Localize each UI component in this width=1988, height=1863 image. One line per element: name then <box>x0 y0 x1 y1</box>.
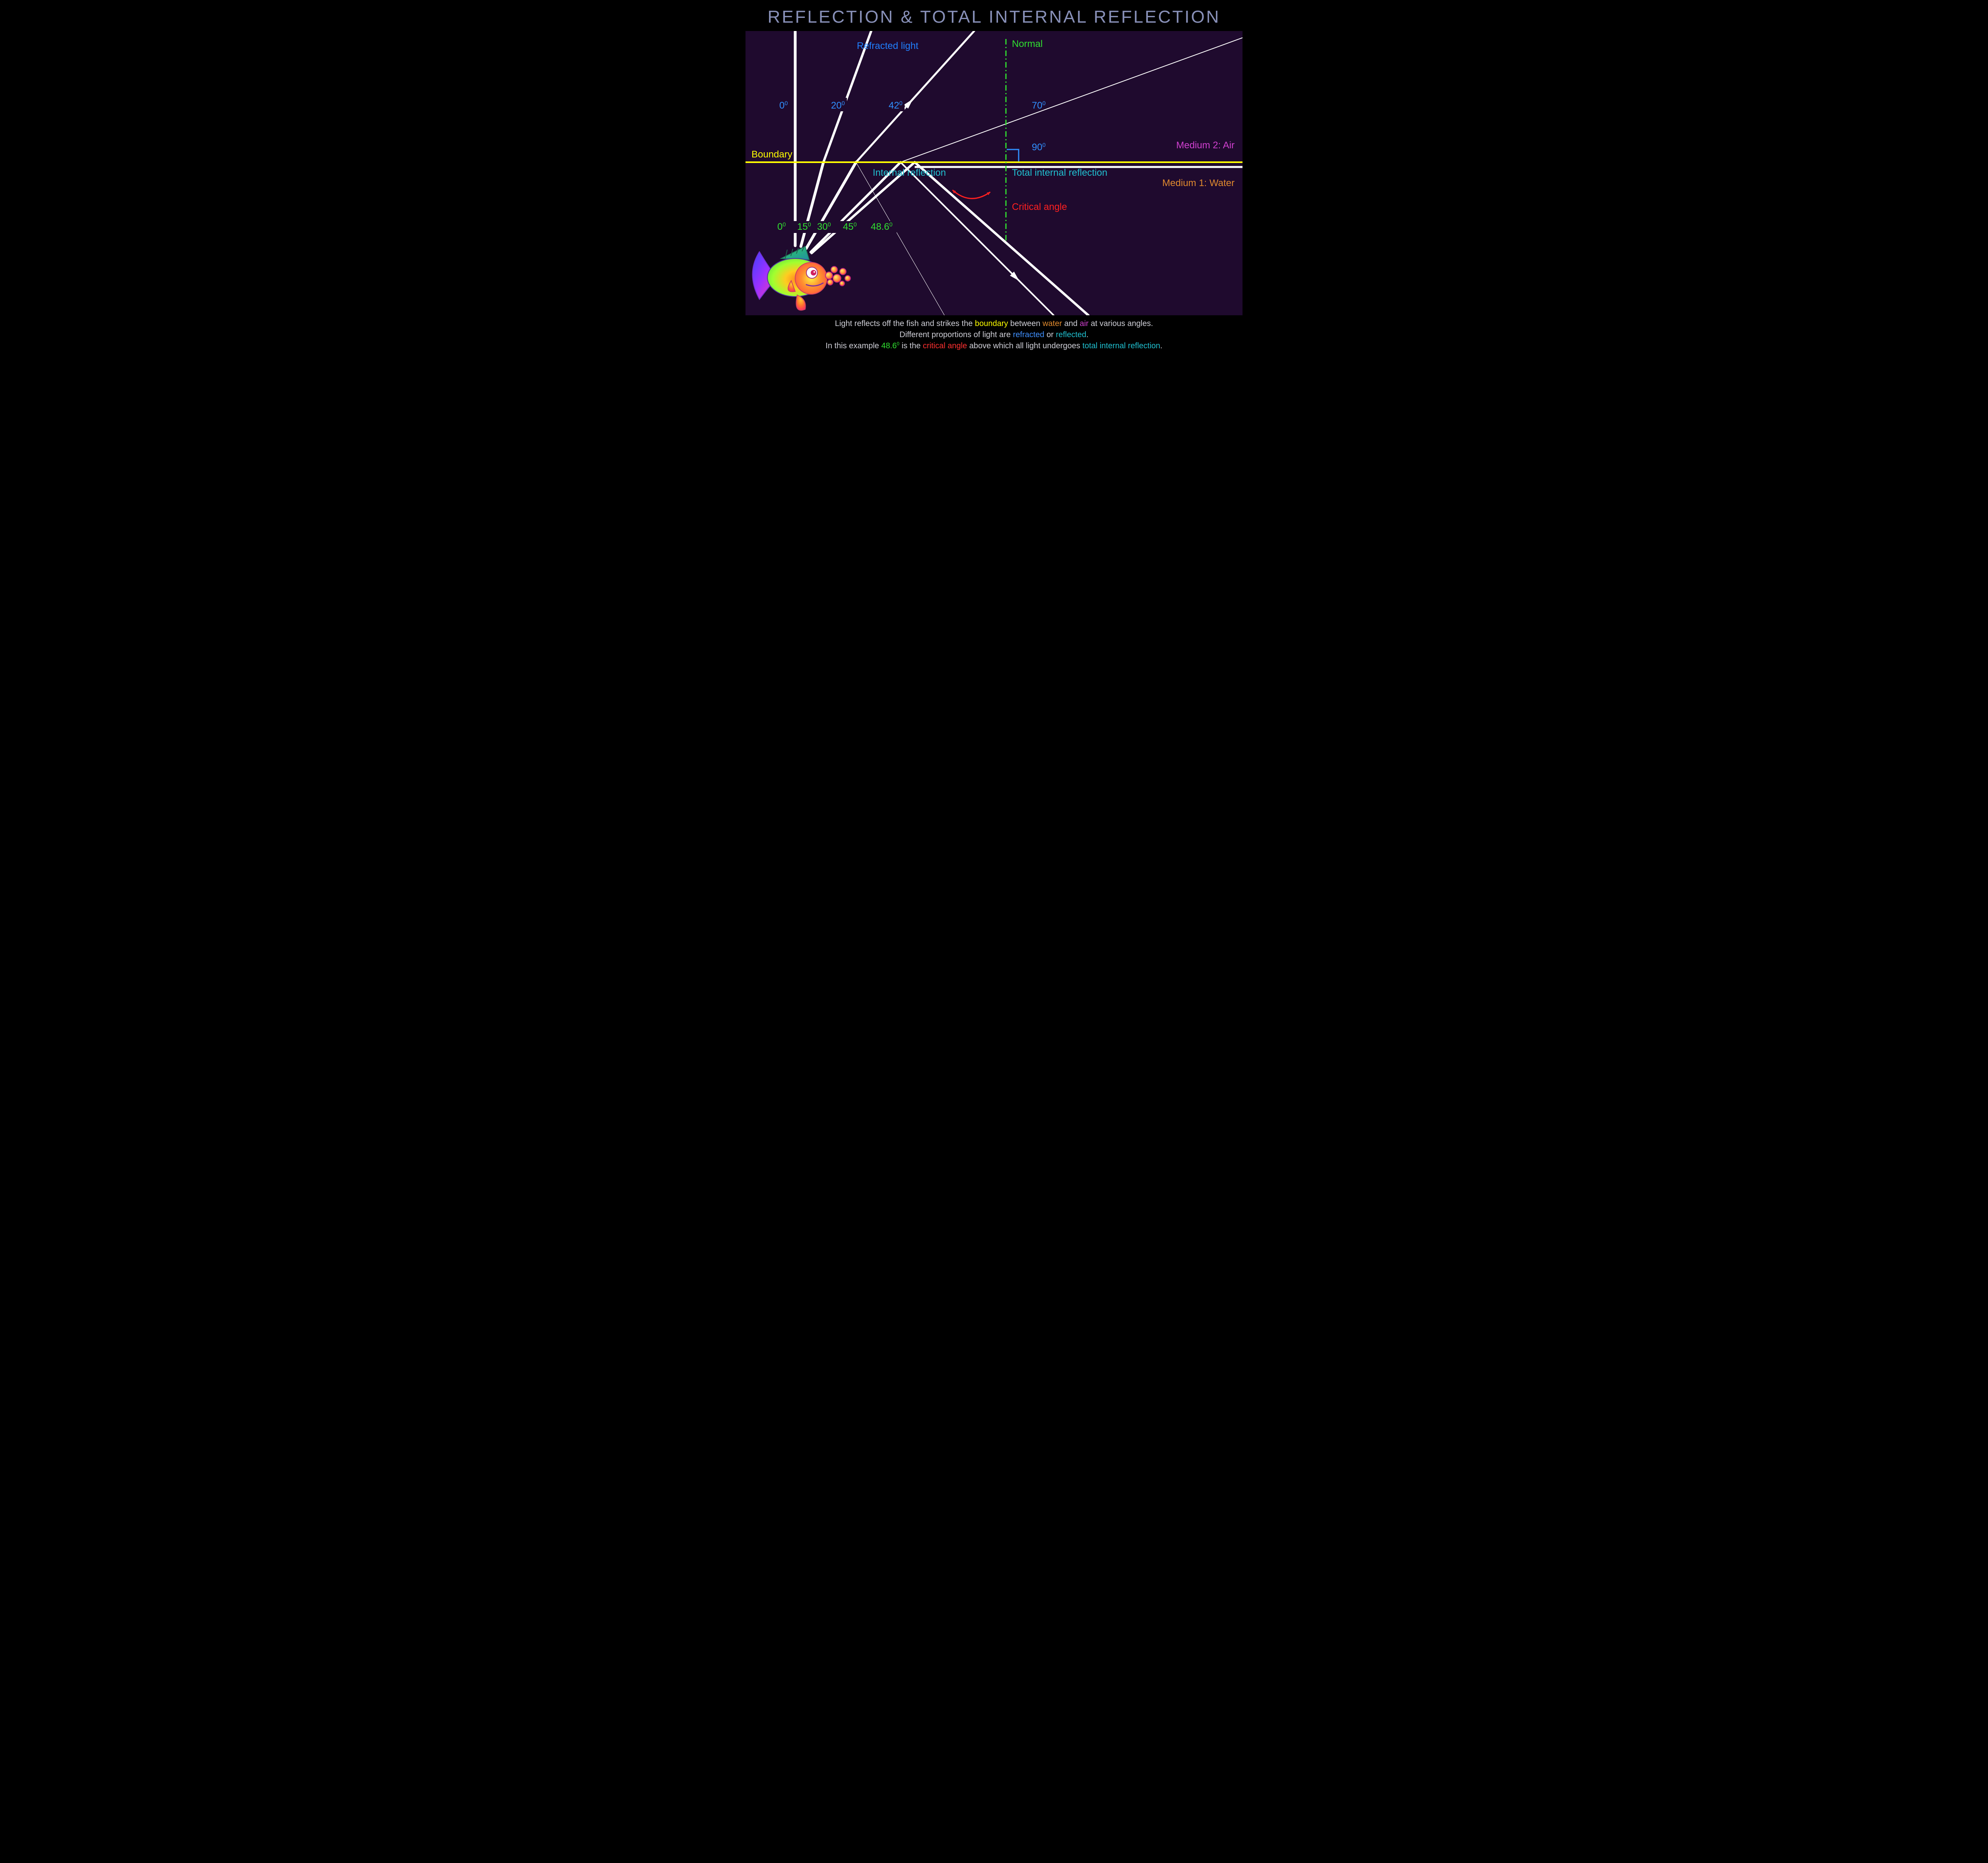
svg-text:Internal reflection: Internal reflection <box>873 167 946 178</box>
svg-text:Boundary: Boundary <box>751 149 792 160</box>
svg-text:Normal: Normal <box>1012 39 1043 49</box>
svg-text:Medium 1: Water: Medium 1: Water <box>1162 178 1235 188</box>
svg-text:48.60: 48.60 <box>871 221 893 232</box>
page-container: REFLECTION & TOTAL INTERNAL REFLECTION <box>722 0 1266 364</box>
page-title: REFLECTION & TOTAL INTERNAL REFLECTION <box>722 7 1266 27</box>
diagram-svg: Boundary Normal Refracted light Internal re… <box>746 31 1242 315</box>
svg-text:700: 700 <box>1032 100 1046 111</box>
svg-text:Critical angle: Critical angle <box>1012 202 1067 212</box>
caption-line-2: Different proportions of light are refra… <box>722 329 1266 340</box>
svg-text:Total internal reflection: Total internal reflection <box>1012 167 1107 178</box>
caption-block: Light reflects off the fish and strikes … <box>722 318 1266 351</box>
caption-line-3: In this example 48.60 is the critical an… <box>722 340 1266 351</box>
diagram-area: Boundary Normal Refracted light Internal re… <box>746 31 1242 315</box>
svg-text:900: 900 <box>1032 142 1046 153</box>
svg-text:Refracted light: Refracted light <box>857 41 918 51</box>
caption-line-1: Light reflects off the fish and strikes … <box>722 318 1266 329</box>
svg-text:Medium 2: Air: Medium 2: Air <box>1176 140 1235 151</box>
